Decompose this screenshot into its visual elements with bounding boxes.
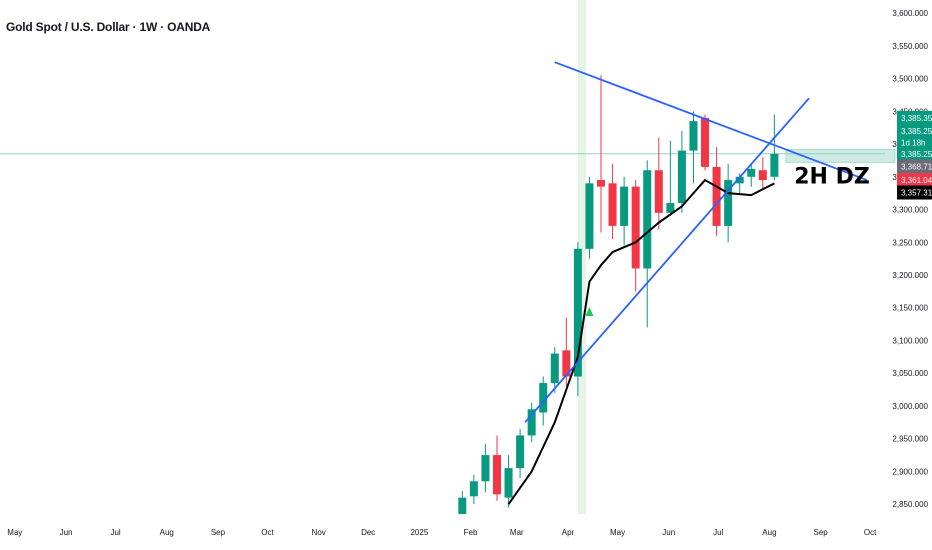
x-tick-label: 2025 [410, 528, 428, 537]
y-tick-label: 3,200.000 [892, 271, 928, 280]
price-labels-layer: 3,385.358 3,385.250 1d 18h 3,385.250 3,368.7… [897, 110, 932, 200]
highlight-band [577, 0, 587, 514]
candle-up [620, 186, 629, 226]
price-label: 1d 18h [901, 139, 925, 148]
candle-up [550, 353, 559, 384]
candle-up [458, 497, 467, 514]
candle-up [527, 409, 536, 436]
candle-up [689, 121, 698, 151]
x-tick-label: Jul [713, 528, 723, 537]
candles-layer [458, 75, 779, 514]
y-tick-label: 3,150.000 [892, 304, 928, 313]
rising-trendline [524, 97, 810, 423]
candle-up [573, 248, 582, 377]
lines-layer: 2H DZ [507, 61, 870, 505]
chart-title: Gold Spot / U.S. Dollar · 1W · OANDA [6, 20, 211, 34]
price-label-bg [897, 135, 932, 150]
annotation-2h-dz: 2H DZ [794, 164, 870, 189]
x-tick-label: Jun [662, 528, 675, 537]
y-tick-label: 3,550.000 [892, 42, 928, 51]
candle-down [758, 170, 767, 181]
price-label-bg [897, 173, 932, 188]
y-tick-label: 3,050.000 [892, 369, 928, 378]
x-tick-label: Aug [160, 528, 174, 537]
price-label-bg [897, 123, 932, 138]
price-label: 3,385.250 [901, 127, 932, 136]
y-tick-label: 3,500.000 [892, 75, 928, 84]
buy-signal-marker [585, 307, 594, 317]
candle-up [724, 180, 733, 226]
x-tick-label: May [7, 528, 22, 537]
x-tick-label: Apr [562, 528, 575, 537]
candle-down [712, 166, 721, 226]
candle-up [504, 468, 513, 498]
y-tick-label: 3,100.000 [892, 336, 928, 345]
candle-down [701, 117, 710, 167]
candle-up [747, 168, 756, 177]
y-tick-label: 3,600.000 [892, 9, 928, 18]
x-tick-label: Oct [261, 528, 274, 537]
candle-down [492, 455, 501, 495]
candle-down [631, 186, 640, 269]
candle-down [608, 183, 617, 226]
x-tick-label: Jul [110, 528, 120, 537]
price-label-bg [897, 146, 932, 161]
y-tick-label: 2,950.000 [892, 435, 928, 444]
x-tick-label: May [610, 528, 625, 537]
y-tick-label: 2,900.000 [892, 467, 928, 476]
x-tick-label: Oct [864, 528, 877, 537]
y-tick-label: 2,850.000 [892, 500, 928, 509]
candle-up [677, 150, 686, 203]
candle-up [481, 455, 490, 482]
price-label-bg [897, 159, 932, 174]
price-label-bg [897, 110, 932, 125]
x-tick-label: Sep [211, 528, 226, 537]
x-tick-label: Sep [813, 528, 828, 537]
candle-up [469, 481, 478, 497]
candle-up [735, 176, 744, 184]
y-tick-label: 3,000.000 [892, 402, 928, 411]
candle-down [597, 180, 606, 187]
y-tick-label: 3,300.000 [892, 206, 928, 215]
price-label: 3,385.250 [901, 150, 932, 159]
x-tick-label: Mar [510, 528, 524, 537]
moving-average-line [507, 179, 775, 505]
price-label: 3,368.711 [901, 162, 932, 171]
x-tick-label: Dec [361, 528, 375, 537]
candle-up [643, 170, 652, 269]
price-label-bg [897, 185, 932, 200]
price-label: 3,385.358 [901, 114, 932, 123]
candle-down [654, 170, 663, 213]
x-tick-label: Aug [762, 528, 776, 537]
candle-up [585, 183, 594, 249]
background-layer [0, 0, 896, 514]
candle-up [770, 153, 779, 177]
candle-up [539, 383, 548, 413]
candle-up [666, 202, 675, 213]
price-label: 3,361.049 [901, 176, 932, 185]
axis-layer: 2,850.000 2,900.000 2,950.000 3,000.000 3,05… [7, 9, 928, 537]
candle-up [516, 435, 525, 469]
falling-trendline [554, 61, 868, 181]
y-tick-label: 3,250.000 [892, 238, 928, 247]
x-tick-label: Jun [60, 528, 73, 537]
candle-down [562, 350, 571, 377]
price-label: 3,357.314 [901, 189, 932, 198]
x-tick-label: Nov [312, 528, 326, 537]
x-tick-label: Feb [464, 528, 478, 537]
